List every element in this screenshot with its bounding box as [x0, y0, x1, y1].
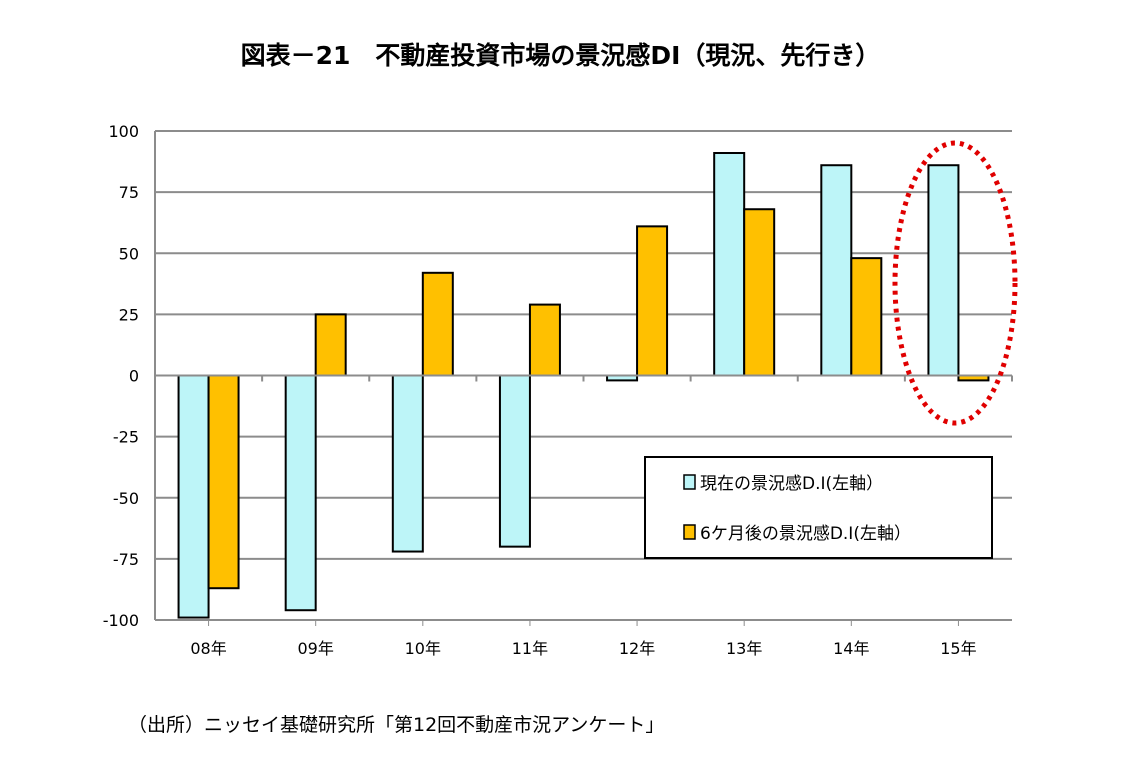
bar-current: [391, 374, 424, 553]
legend-label: 現在の景況感D.I(左軸）: [700, 474, 883, 494]
y-tick-label: 75: [119, 183, 139, 202]
bar-current: [927, 164, 960, 377]
bar-future: [636, 225, 669, 377]
legend-label: 6ケ月後の景況感D.I(左軸）: [700, 524, 911, 544]
bar-current: [820, 164, 853, 377]
x-tick-label: 15年: [940, 639, 976, 658]
source-note: （出所）ニッセイ基礎研究所「第12回不動産市況アンケート」: [128, 714, 665, 736]
y-tick-label: 50: [119, 244, 139, 263]
bar-future: [314, 313, 347, 377]
y-tick-label: -50: [113, 489, 139, 508]
x-tick-label: 08年: [190, 639, 226, 658]
bar-current: [713, 152, 746, 377]
bar-future: [421, 271, 454, 377]
bar-current: [284, 374, 317, 612]
bar-current: [498, 374, 531, 548]
bar-future: [850, 257, 883, 377]
x-tick-label: 10年: [405, 639, 441, 658]
highlight-ellipse: [892, 140, 1018, 426]
x-tick-label: 09年: [298, 639, 334, 658]
y-tick-label: 25: [119, 305, 139, 324]
legend-swatch: [683, 524, 696, 540]
y-tick-label: 0: [129, 367, 139, 386]
bar-current: [177, 374, 210, 619]
x-tick-label: 14年: [833, 639, 869, 658]
y-tick-label: -100: [103, 611, 139, 630]
bar-future: [743, 208, 776, 377]
legend-box: [644, 456, 993, 559]
x-tick-label: 12年: [619, 639, 655, 658]
x-tick-label: 11年: [512, 639, 548, 658]
chart-title: 図表－21 不動産投資市場の景況感DI（現況、先行き）: [240, 41, 881, 70]
x-tick-label: 13年: [726, 639, 762, 658]
y-tick-label: -75: [113, 550, 139, 569]
y-tick-label: 100: [108, 122, 139, 141]
y-tick-label: -25: [113, 428, 139, 447]
bar-future: [528, 303, 561, 377]
legend-swatch: [683, 474, 696, 490]
bar-future: [207, 374, 240, 590]
